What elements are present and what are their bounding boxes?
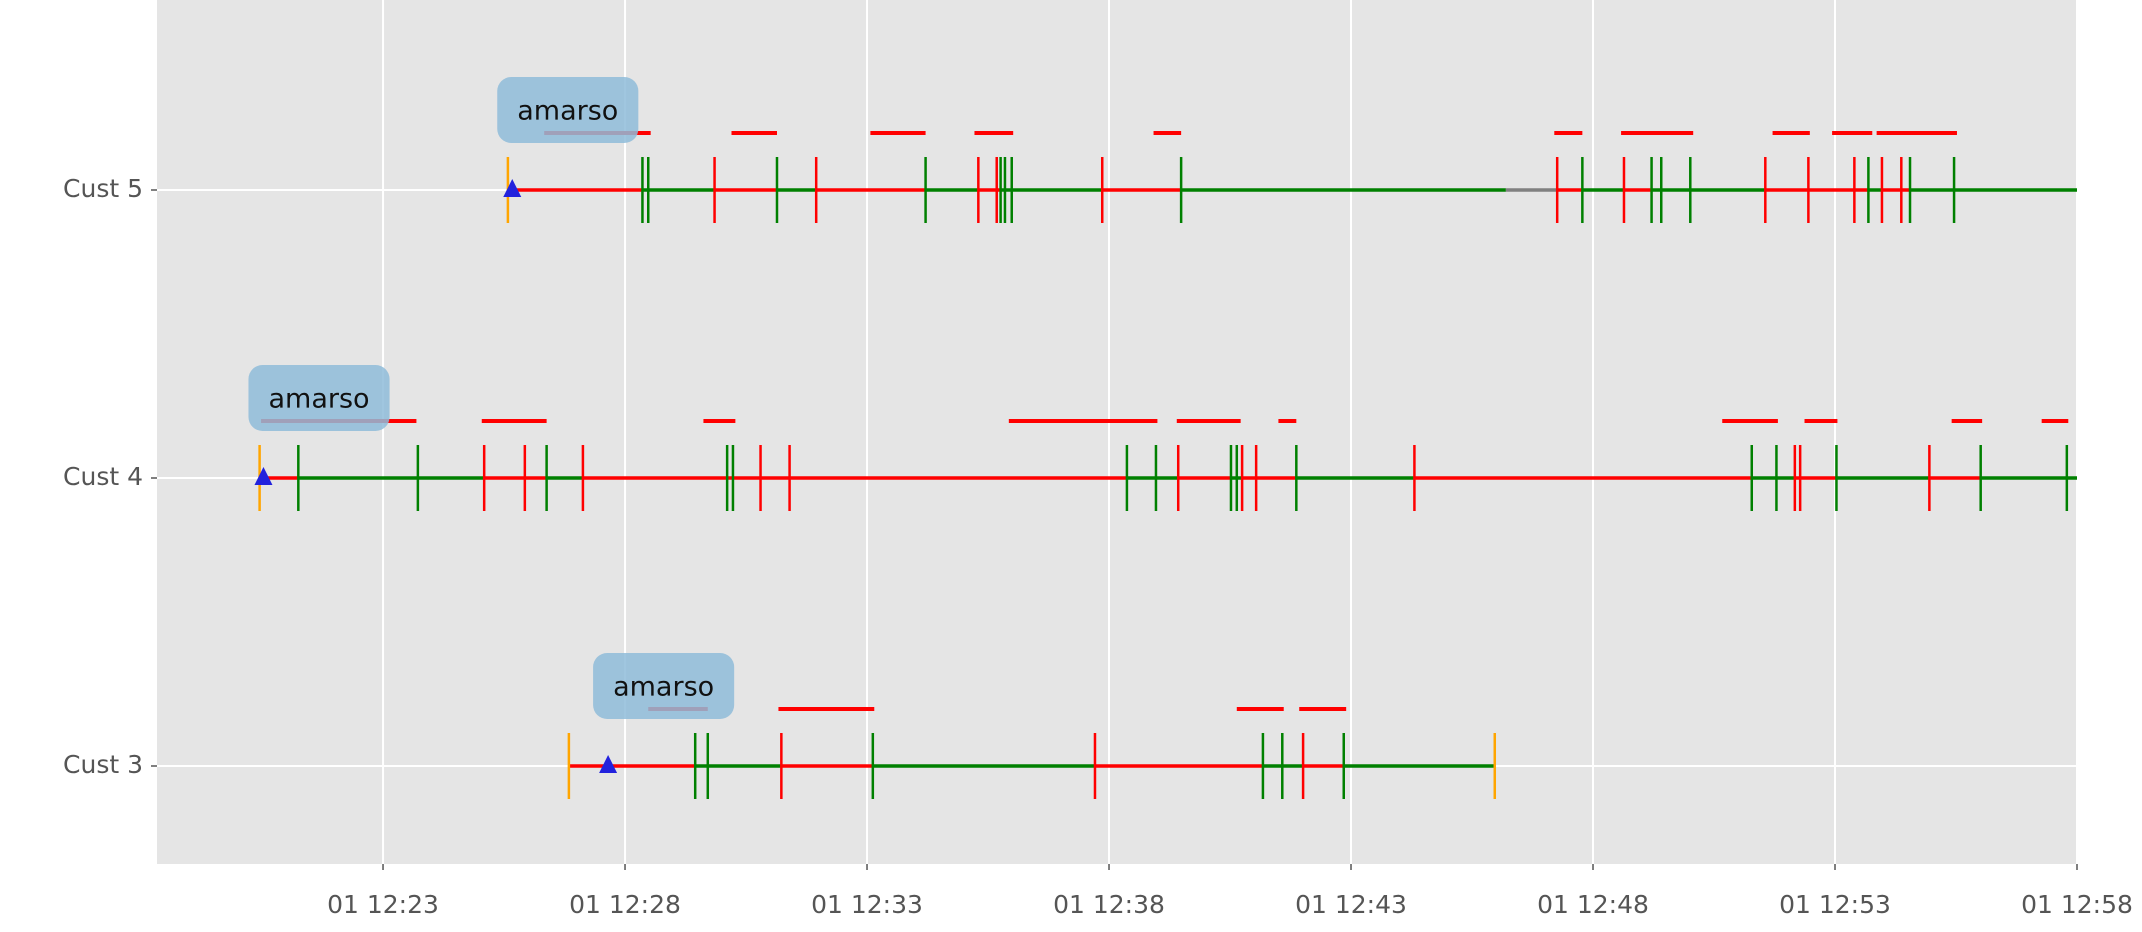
annotation-box: [593, 653, 735, 719]
x-tick-label: 01 12:23: [327, 890, 439, 919]
y-tick-label: Cust 3: [63, 750, 143, 779]
y-tick-label: Cust 4: [63, 462, 143, 491]
x-tick-label: 01 12:53: [1779, 890, 1891, 919]
marker: [503, 179, 522, 197]
x-tick-label: 01 12:33: [811, 890, 923, 919]
annotation-text: amarso: [613, 672, 714, 703]
y-tick-label: Cust 5: [63, 174, 143, 203]
plot-background: [157, 0, 2077, 864]
x-tick-label: 01 12:43: [1295, 890, 1407, 919]
annotation-box: [248, 365, 390, 431]
annotation: amarso: [593, 653, 735, 719]
x-tick-label: 01 12:48: [1537, 890, 1649, 919]
x-tick-label: 01 12:58: [2021, 890, 2133, 919]
marker: [254, 467, 273, 485]
annotation-box: [497, 77, 639, 143]
annotation-text: amarso: [268, 384, 369, 415]
x-tick-label: 01 12:38: [1053, 890, 1165, 919]
annotation: amarso: [497, 77, 639, 143]
marker: [599, 755, 618, 773]
annotation: amarso: [248, 365, 390, 431]
annotation-text: amarso: [517, 96, 618, 127]
x-tick-label: 01 12:28: [569, 890, 681, 919]
